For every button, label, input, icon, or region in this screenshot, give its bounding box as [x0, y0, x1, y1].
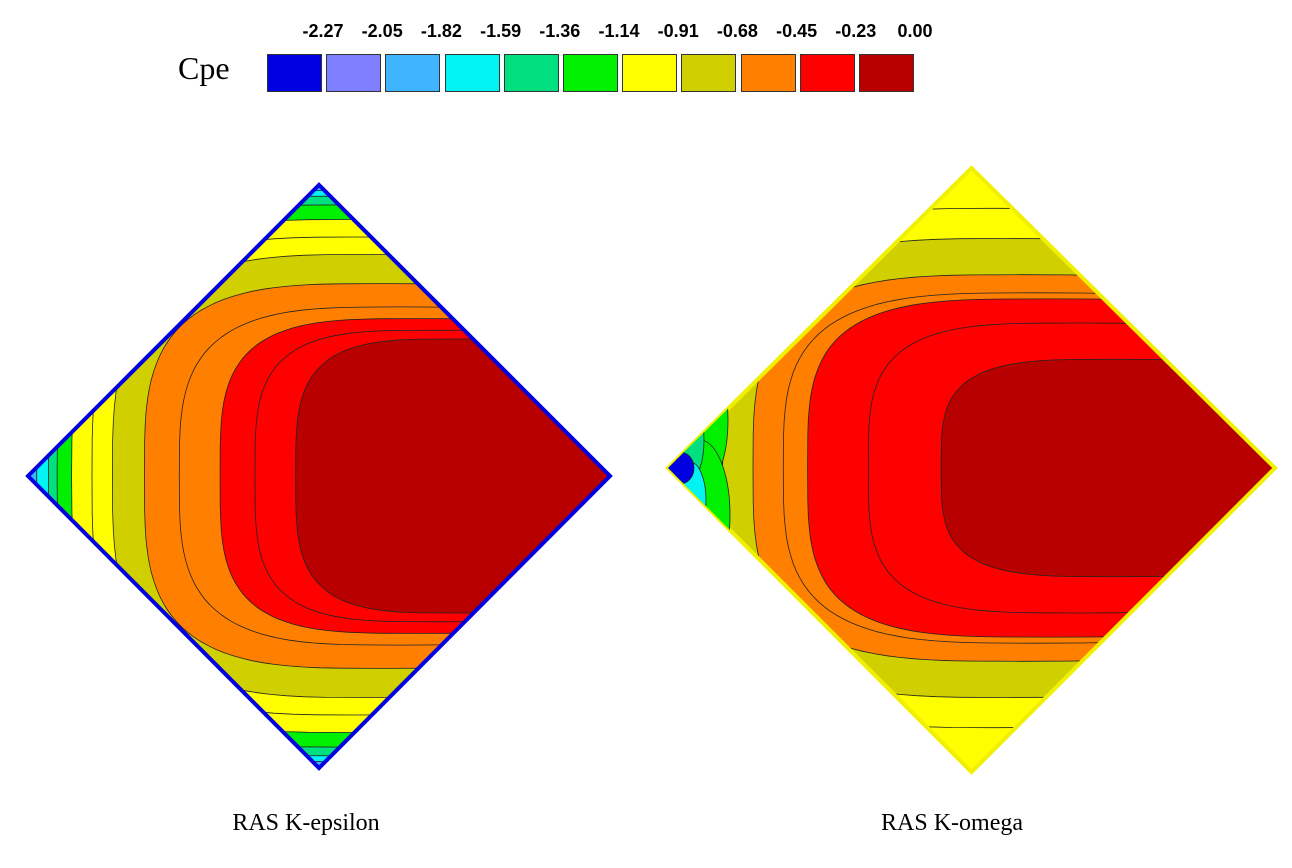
legend-tick-label: -1.36	[539, 21, 581, 41]
legend-tick-label: -1.82	[420, 21, 462, 41]
legend-tick-label: 0.00	[897, 21, 933, 41]
legend-swatch	[267, 54, 322, 92]
legend-swatch	[740, 54, 796, 92]
legend-tick-label: -0.45	[776, 21, 818, 41]
legend-swatch	[503, 54, 559, 92]
panel-boundary	[25, 182, 613, 771]
legend-tick-label: -1.59	[480, 21, 522, 41]
legend-tick-label: -0.23	[835, 21, 877, 41]
legend-swatch	[799, 54, 855, 92]
legend-tick-label: -0.68	[716, 21, 758, 41]
legend-tick-label: -0.91	[657, 21, 699, 41]
contour-band	[295, 338, 610, 614]
legend-swatch	[859, 54, 914, 92]
legend-swatch	[681, 54, 737, 92]
contour-panel	[28, 185, 610, 768]
legend-swatch	[326, 54, 382, 92]
contour-band	[668, 451, 695, 485]
panel-title-k-epsilon: RAS K-epsilon	[232, 810, 380, 836]
legend-title: Cpe	[178, 50, 230, 86]
legend-swatch	[622, 54, 678, 92]
legend-swatch	[444, 54, 500, 92]
contour-panel	[668, 168, 1275, 772]
legend-tick-label: -2.05	[361, 21, 403, 41]
contour-band	[940, 358, 1275, 578]
legend-tick-label: -2.27	[302, 21, 344, 41]
legend-tick-label: -1.14	[598, 21, 640, 41]
legend-swatch	[563, 54, 618, 92]
panel-title-k-omega: RAS K-omega	[881, 810, 1023, 836]
panel-boundary	[665, 165, 1278, 775]
legend-swatch	[385, 54, 441, 92]
